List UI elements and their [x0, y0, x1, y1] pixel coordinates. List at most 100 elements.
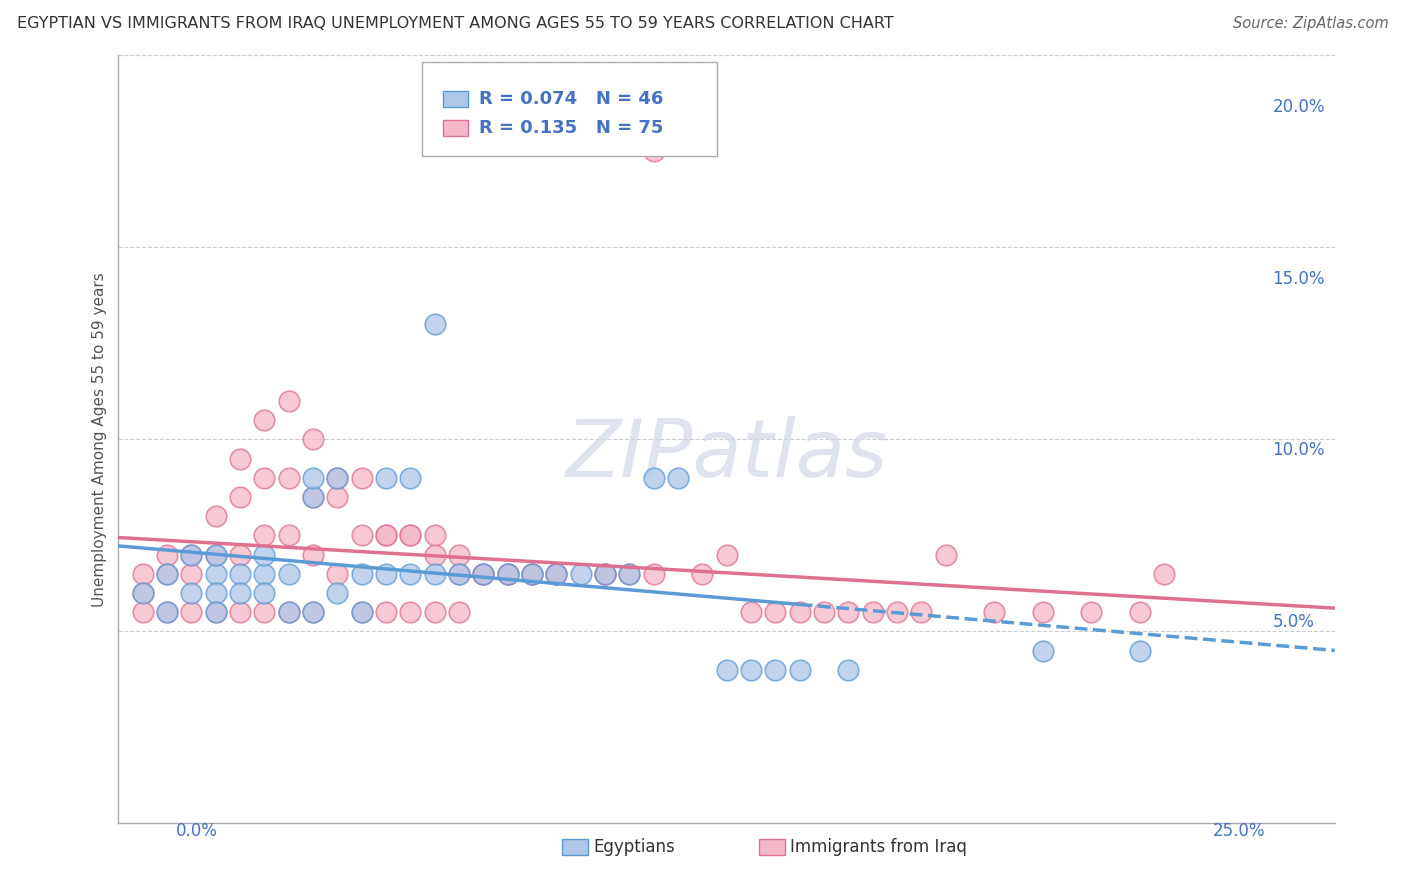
Point	[423, 605, 446, 619]
Point	[593, 566, 616, 581]
Point	[375, 566, 398, 581]
Point	[546, 566, 568, 581]
Point	[837, 605, 859, 619]
Point	[350, 471, 373, 485]
Point	[1129, 605, 1152, 619]
Point	[302, 490, 325, 504]
Text: R = 0.135   N = 75: R = 0.135 N = 75	[479, 119, 664, 136]
Point	[253, 566, 276, 581]
Point	[399, 605, 422, 619]
Text: 25.0%: 25.0%	[1213, 822, 1265, 840]
Point	[302, 471, 325, 485]
Point	[666, 471, 689, 485]
Point	[862, 605, 884, 619]
Point	[496, 566, 519, 581]
Point	[350, 528, 373, 542]
Point	[399, 528, 422, 542]
Point	[326, 586, 349, 600]
Point	[277, 471, 299, 485]
Point	[643, 144, 665, 158]
Point	[277, 566, 299, 581]
Point	[180, 605, 202, 619]
Point	[763, 663, 786, 677]
Point	[229, 490, 252, 504]
Point	[716, 548, 738, 562]
Point	[326, 566, 349, 581]
Point	[1129, 643, 1152, 657]
Text: 20.0%: 20.0%	[1272, 98, 1324, 116]
Point	[496, 566, 519, 581]
Point	[399, 528, 422, 542]
Point	[423, 317, 446, 331]
Point	[740, 605, 762, 619]
Point	[180, 586, 202, 600]
Point	[132, 586, 155, 600]
Point	[302, 605, 325, 619]
Point	[229, 605, 252, 619]
Text: Source: ZipAtlas.com: Source: ZipAtlas.com	[1233, 16, 1389, 31]
Point	[447, 605, 470, 619]
Point	[375, 471, 398, 485]
Point	[619, 566, 641, 581]
Point	[447, 548, 470, 562]
Point	[326, 471, 349, 485]
Point	[156, 605, 179, 619]
Point	[520, 566, 543, 581]
Point	[496, 566, 519, 581]
Point	[253, 413, 276, 427]
Point	[302, 605, 325, 619]
Point	[546, 566, 568, 581]
Point	[886, 605, 908, 619]
Point	[447, 566, 470, 581]
Point	[593, 566, 616, 581]
Point	[423, 528, 446, 542]
Y-axis label: Unemployment Among Ages 55 to 59 years: Unemployment Among Ages 55 to 59 years	[93, 272, 107, 607]
Point	[423, 548, 446, 562]
Point	[350, 605, 373, 619]
Point	[156, 566, 179, 581]
Point	[204, 566, 226, 581]
Point	[253, 548, 276, 562]
Point	[326, 471, 349, 485]
Point	[302, 490, 325, 504]
Point	[740, 663, 762, 677]
Point	[690, 566, 713, 581]
Point	[253, 605, 276, 619]
Point	[180, 548, 202, 562]
Point	[253, 471, 276, 485]
Point	[789, 605, 811, 619]
Point	[399, 471, 422, 485]
Point	[302, 432, 325, 446]
Text: 15.0%: 15.0%	[1272, 269, 1324, 288]
Text: Immigrants from Iraq: Immigrants from Iraq	[790, 838, 967, 856]
Point	[375, 605, 398, 619]
Point	[593, 566, 616, 581]
Point	[204, 548, 226, 562]
Point	[132, 566, 155, 581]
Text: Egyptians: Egyptians	[593, 838, 675, 856]
Point	[983, 605, 1005, 619]
Point	[910, 605, 932, 619]
Point	[472, 566, 495, 581]
Point	[277, 393, 299, 408]
Point	[935, 548, 957, 562]
Point	[350, 605, 373, 619]
Point	[277, 605, 299, 619]
Text: 10.0%: 10.0%	[1272, 442, 1324, 459]
Text: 5.0%: 5.0%	[1272, 613, 1315, 632]
Point	[520, 566, 543, 581]
Point	[229, 586, 252, 600]
Point	[204, 586, 226, 600]
Point	[253, 586, 276, 600]
Point	[132, 586, 155, 600]
Point	[277, 605, 299, 619]
Point	[1080, 605, 1102, 619]
Point	[204, 548, 226, 562]
Point	[180, 548, 202, 562]
Point	[763, 605, 786, 619]
Point	[156, 548, 179, 562]
Point	[132, 605, 155, 619]
Text: ZIPatlas: ZIPatlas	[565, 416, 887, 493]
Point	[204, 509, 226, 524]
Text: 0.0%: 0.0%	[176, 822, 218, 840]
